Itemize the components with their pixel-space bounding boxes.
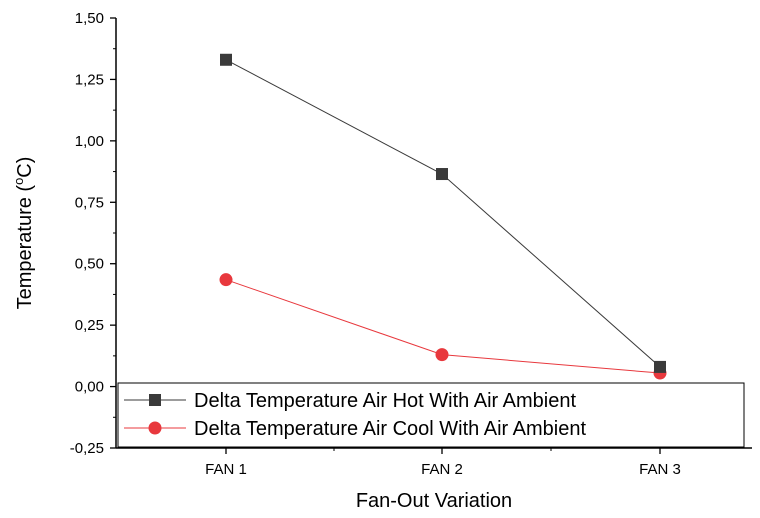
legend-entry-hot: Delta Temperature Air Hot With Air Ambie… <box>124 390 576 412</box>
series-layer <box>219 53 667 380</box>
y-axis-title-sup: o <box>11 178 26 185</box>
data-point-circle <box>219 273 233 287</box>
y-ticks: -0,25 0,00 0,25 0,50 0,75 1,00 1,25 1,50 <box>70 10 116 457</box>
x-axis-title: Fan-Out Variation <box>356 490 512 512</box>
x-ticks: FAN 1 FAN 2 FAN 3 <box>205 448 681 478</box>
y-tick-label: -0,25 <box>70 440 104 457</box>
data-point-square <box>436 168 448 181</box>
series-line <box>225 59 661 368</box>
data-point-square <box>654 360 666 373</box>
legend-label-cool: Delta Temperature Air Cool With Air Ambi… <box>194 418 586 440</box>
x-tick-label: FAN 2 <box>421 461 463 478</box>
y-tick-label: 0,25 <box>75 317 104 334</box>
y-tick-label: 0,00 <box>75 379 104 396</box>
y-axis-title: Temperature (oC) <box>11 157 36 310</box>
legend: Delta Temperature Air Hot With Air Ambie… <box>117 382 745 448</box>
y-tick-label: 1,25 <box>75 71 104 88</box>
data-point-circle <box>435 348 449 362</box>
data-point-square <box>220 53 232 66</box>
legend-marker-cool <box>148 421 162 435</box>
x-tick-label: FAN 3 <box>639 461 681 478</box>
x-tick-label: FAN 1 <box>205 461 247 478</box>
legend-box <box>117 382 745 448</box>
legend-entry-cool: Delta Temperature Air Cool With Air Ambi… <box>124 418 586 440</box>
y-tick-label: 1,00 <box>75 133 104 150</box>
legend-marker-hot <box>149 394 161 406</box>
y-tick-label: 1,50 <box>75 10 104 27</box>
y-tick-label: 0,75 <box>75 194 104 211</box>
y-tick-label: 0,50 <box>75 256 104 273</box>
legend-label-hot: Delta Temperature Air Hot With Air Ambie… <box>194 390 576 412</box>
